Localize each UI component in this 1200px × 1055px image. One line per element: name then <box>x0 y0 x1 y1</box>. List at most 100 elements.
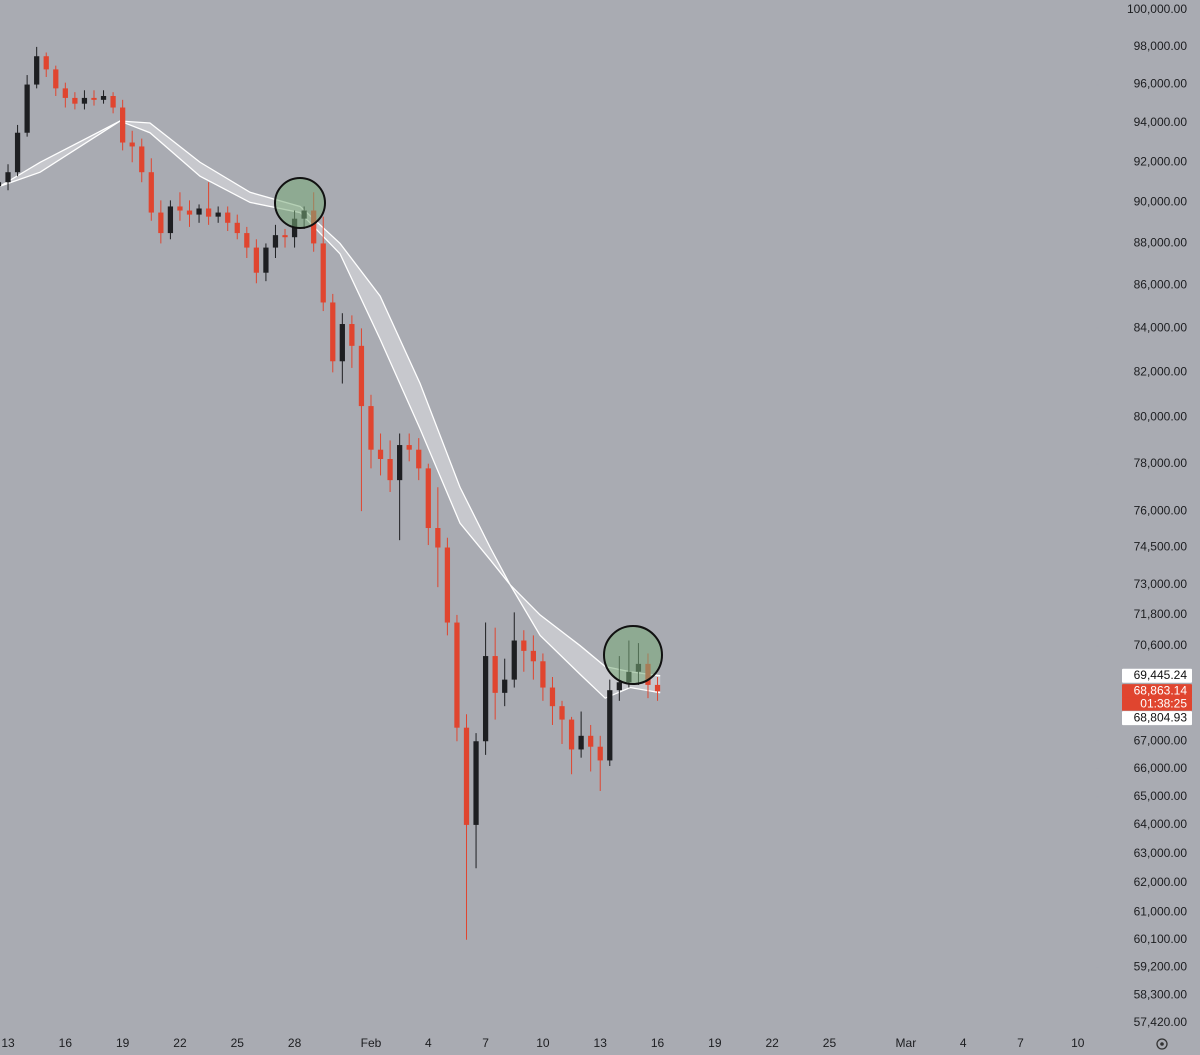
candle-body <box>549 687 556 707</box>
candle-body <box>62 88 68 98</box>
candle-body <box>110 96 116 108</box>
candle-body <box>330 302 336 362</box>
candle-body <box>244 233 250 248</box>
x-tick-label: 16 <box>59 1036 73 1050</box>
candle-body <box>186 210 193 215</box>
candle-body <box>282 235 288 238</box>
y-tick-label: 67,000.00 <box>1134 733 1188 747</box>
x-tick-label: 25 <box>823 1036 837 1050</box>
candle-body <box>435 528 441 548</box>
x-tick-label: 4 <box>425 1036 432 1050</box>
x-tick-label: 7 <box>1017 1036 1024 1050</box>
candle-body <box>444 547 451 623</box>
x-tick-label: 19 <box>708 1036 722 1050</box>
candle-body <box>167 206 174 234</box>
candle-body <box>177 206 183 211</box>
y-tick-label: 98,000.00 <box>1134 39 1188 53</box>
candle-body <box>272 235 279 248</box>
candle-body <box>311 210 317 244</box>
x-tick-label: Feb <box>361 1036 382 1050</box>
y-tick-label: 88,000.00 <box>1134 236 1188 250</box>
candle-body <box>129 142 135 147</box>
candle-body <box>24 84 30 133</box>
x-tick-label: 25 <box>231 1036 245 1050</box>
candle-body <box>559 706 565 720</box>
settings-icon[interactable] <box>1156 1038 1168 1050</box>
band-upper <box>0 120 661 677</box>
candle-body <box>100 96 107 100</box>
y-tick-label: 59,200.00 <box>1134 959 1188 973</box>
x-tick-label: 19 <box>116 1036 130 1050</box>
candle-body <box>215 212 221 217</box>
candle-body <box>339 324 345 362</box>
candle-body <box>416 449 422 469</box>
x-tick-label: 22 <box>173 1036 187 1050</box>
candle-body <box>368 406 374 450</box>
candle-body <box>196 208 202 215</box>
y-tick-label: 62,000.00 <box>1134 875 1188 889</box>
y-tick-label: 96,000.00 <box>1134 77 1188 91</box>
band-fill <box>0 121 661 699</box>
x-tick-label: 4 <box>960 1036 967 1050</box>
candle-body <box>397 445 403 481</box>
candle-body <box>234 222 240 234</box>
candle-body <box>454 622 460 728</box>
y-tick-label: 82,000.00 <box>1134 365 1188 379</box>
candle-body <box>205 208 212 217</box>
candle-body <box>263 247 269 273</box>
price-label: 68,804.93 <box>1134 710 1188 724</box>
candle-body <box>53 69 59 89</box>
x-tick-label: 22 <box>765 1036 779 1050</box>
candle-body <box>91 97 97 100</box>
candle-body <box>607 690 613 761</box>
candle-body <box>320 243 326 303</box>
settings-ring[interactable] <box>1156 1038 1168 1050</box>
candle-body <box>616 682 622 691</box>
x-tick-label: 10 <box>536 1036 550 1050</box>
candle-body <box>81 97 88 104</box>
band-layer <box>0 120 661 699</box>
y-tick-label: 71,800.00 <box>1134 607 1188 621</box>
candle-body <box>521 640 527 651</box>
y-tick-label: 86,000.00 <box>1134 278 1188 292</box>
y-tick-label: 80,000.00 <box>1134 410 1188 424</box>
x-tick-label: 10 <box>1071 1036 1085 1050</box>
y-tick-label: 94,000.00 <box>1134 115 1188 129</box>
y-tick-label: 66,000.00 <box>1134 761 1188 775</box>
candle-body <box>14 132 21 173</box>
candle-body <box>473 741 479 825</box>
y-tick-label: 60,100.00 <box>1134 932 1188 946</box>
candle-body <box>139 146 145 173</box>
settings-dot[interactable] <box>1160 1042 1164 1046</box>
y-tick-label: 92,000.00 <box>1134 154 1188 168</box>
candle-body <box>158 212 164 234</box>
candle-body <box>358 345 365 407</box>
x-tick-label: 13 <box>594 1036 608 1050</box>
y-tick-label: 61,000.00 <box>1134 905 1188 919</box>
x-tick-label: Mar <box>896 1036 917 1050</box>
countdown: 01:38:25 <box>1140 696 1187 710</box>
y-tick-label: 84,000.00 <box>1134 321 1188 335</box>
y-tick-label: 73,000.00 <box>1134 577 1188 591</box>
candle-body <box>482 656 489 742</box>
candle-body <box>406 445 412 450</box>
price-label-box <box>1122 684 1192 699</box>
candle-body <box>502 679 508 693</box>
candle-body <box>225 212 231 223</box>
candle-body <box>148 172 154 213</box>
x-tick-label: 28 <box>288 1036 302 1050</box>
candle-body <box>597 746 603 761</box>
candle-body <box>425 468 431 529</box>
y-tick-label: 90,000.00 <box>1134 195 1188 209</box>
candle-body <box>34 56 40 85</box>
candle-body <box>578 735 584 750</box>
candle-body <box>654 684 661 692</box>
y-tick-label: 64,000.00 <box>1134 817 1188 831</box>
highlight-circle <box>274 177 326 229</box>
x-tick-label: 7 <box>482 1036 489 1050</box>
band-lower <box>0 120 661 699</box>
y-tick-label: 78,000.00 <box>1134 456 1188 470</box>
